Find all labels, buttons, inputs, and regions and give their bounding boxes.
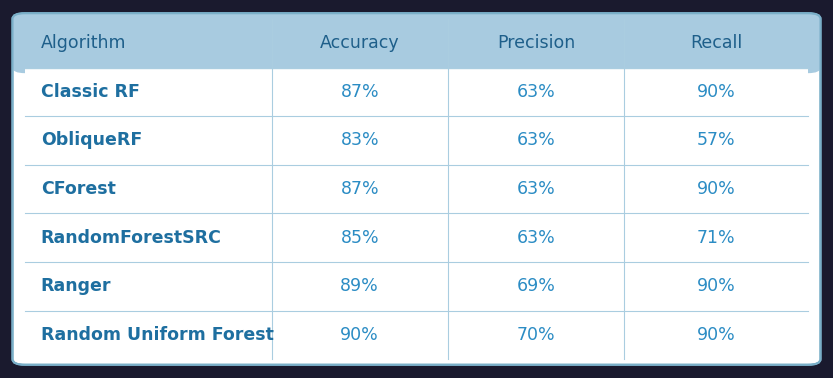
Bar	[25, 213, 808, 262]
Text: 57%: 57%	[696, 132, 736, 149]
Text: CForest: CForest	[41, 180, 116, 198]
Text: 63%: 63%	[516, 83, 556, 101]
Text: 87%: 87%	[341, 83, 379, 101]
Text: 90%: 90%	[696, 83, 736, 101]
Text: RandomForestSRC: RandomForestSRC	[41, 229, 222, 246]
Bar	[25, 68, 808, 116]
Text: Ranger: Ranger	[41, 277, 111, 295]
Text: Random Uniform Forest: Random Uniform Forest	[41, 326, 273, 344]
Bar	[25, 116, 808, 165]
FancyBboxPatch shape	[12, 13, 821, 73]
Text: Algorithm: Algorithm	[41, 34, 126, 52]
Text: 90%: 90%	[696, 326, 736, 344]
Text: 90%: 90%	[341, 326, 379, 344]
Text: Classic RF: Classic RF	[41, 83, 139, 101]
Text: 70%: 70%	[516, 326, 556, 344]
Text: 85%: 85%	[341, 229, 379, 246]
Text: Accuracy: Accuracy	[320, 34, 400, 52]
Text: 71%: 71%	[696, 229, 736, 246]
Bar	[25, 310, 808, 359]
Text: 90%: 90%	[696, 180, 736, 198]
Bar	[25, 165, 808, 213]
FancyBboxPatch shape	[12, 13, 821, 365]
Text: 69%: 69%	[516, 277, 556, 295]
Text: 89%: 89%	[341, 277, 379, 295]
Text: 83%: 83%	[341, 132, 379, 149]
Bar	[25, 262, 808, 310]
Text: 63%: 63%	[516, 180, 556, 198]
Text: 63%: 63%	[516, 132, 556, 149]
Text: 63%: 63%	[516, 229, 556, 246]
Text: Precision: Precision	[496, 34, 575, 52]
Text: Recall: Recall	[690, 34, 742, 52]
Text: ObliqueRF: ObliqueRF	[41, 132, 142, 149]
Text: 87%: 87%	[341, 180, 379, 198]
Text: 90%: 90%	[696, 277, 736, 295]
Bar	[25, 43, 808, 68]
